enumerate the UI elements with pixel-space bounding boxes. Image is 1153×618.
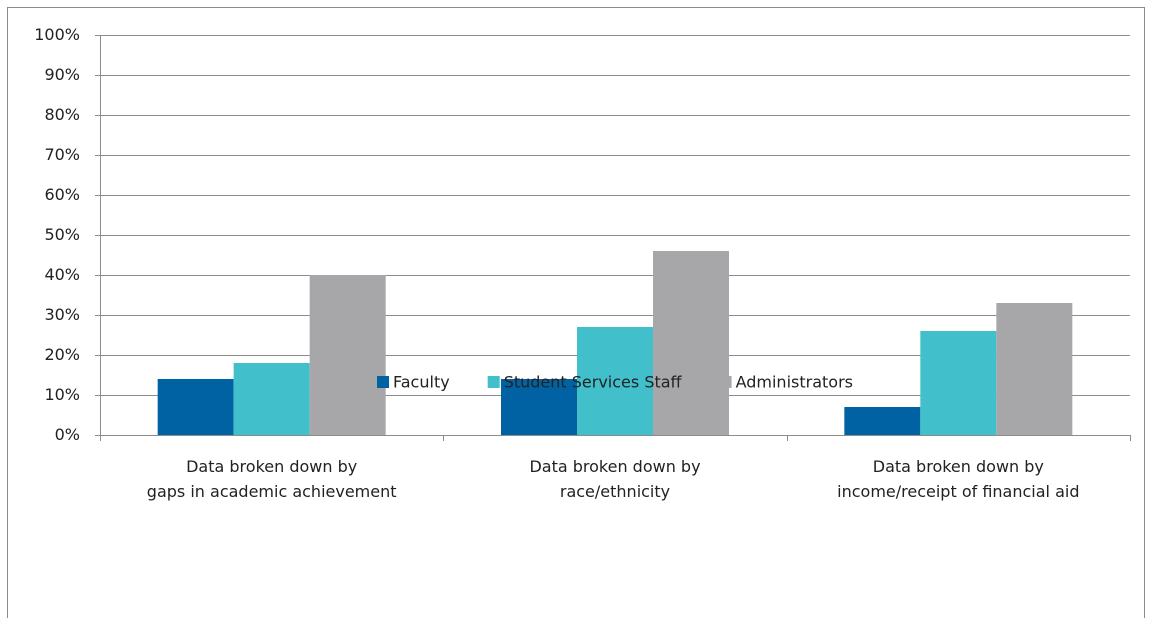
x-tick-label: Data broken down by race/ethnicity <box>529 457 700 501</box>
legend-swatch <box>719 376 732 388</box>
x-tick-label-line: Data broken down by <box>186 457 357 476</box>
bar <box>233 363 310 435</box>
x-tick-label-line: gaps in academic achievement <box>147 482 397 501</box>
x-tick-label-line: race/ethnicity <box>560 482 670 501</box>
x-tick-label: Data broken down by income/receipt of fin… <box>837 457 1079 501</box>
bar <box>653 251 729 435</box>
legend-swatch <box>487 376 500 388</box>
bar <box>577 327 653 435</box>
x-tick-label-line: Data broken down by <box>529 457 700 476</box>
y-tick-label: 100% <box>34 25 80 44</box>
y-tick-label: 60% <box>44 185 80 204</box>
y-tick-label: 50% <box>44 225 80 244</box>
x-tick-label-line: income/receipt of financial aid <box>837 482 1079 501</box>
y-tick-label: 0% <box>55 425 80 444</box>
y-tick-label: 10% <box>44 385 80 404</box>
bar <box>501 379 577 435</box>
x-tick-label: Data broken down by gaps in academic achi… <box>147 457 397 501</box>
y-tick-label: 20% <box>44 345 80 364</box>
y-tick-label: 90% <box>44 65 80 84</box>
chart-frame <box>7 7 1145 618</box>
legend: Faculty Student Services Staff Administrat… <box>377 373 853 392</box>
y-tick-label: 40% <box>44 265 80 284</box>
y-tick-label: 30% <box>44 305 80 324</box>
legend-label: Faculty <box>393 373 450 392</box>
legend-label: Student Services Staff <box>504 373 683 392</box>
bar <box>844 407 921 435</box>
legend-swatch <box>377 376 390 388</box>
bar <box>157 379 234 435</box>
legend-label: Administrators <box>736 373 853 392</box>
bar <box>309 275 386 435</box>
y-tick-label: 80% <box>44 105 80 124</box>
x-tick-label-line: Data broken down by <box>873 457 1044 476</box>
y-tick-label: 70% <box>44 145 80 164</box>
bar <box>996 303 1073 435</box>
bar <box>920 331 997 435</box>
